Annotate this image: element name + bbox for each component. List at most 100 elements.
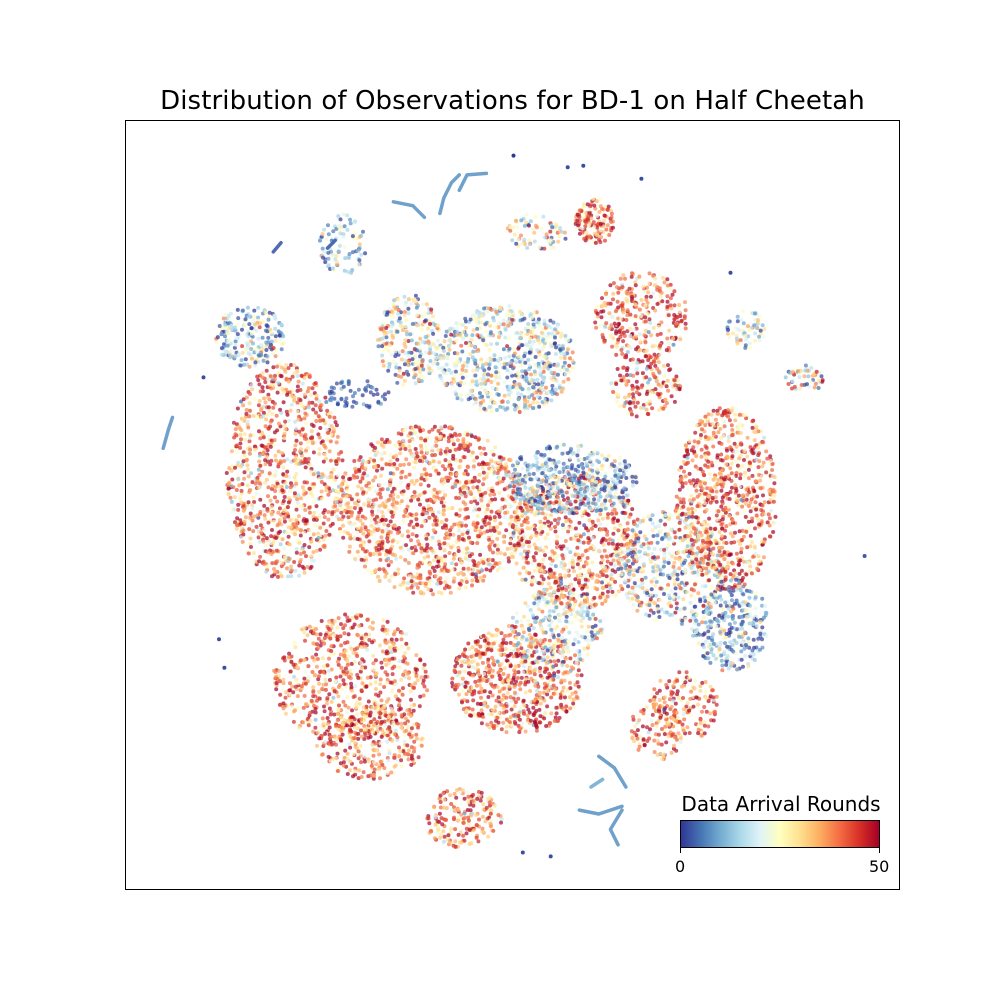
scatter-point (281, 509, 286, 514)
scatter-point (281, 706, 286, 711)
scatter-point (520, 627, 525, 631)
scatter-point (393, 572, 398, 577)
scatter-point (355, 516, 360, 521)
scatter-point (432, 558, 437, 563)
scatter-point (652, 546, 657, 551)
scatter-point (407, 444, 412, 449)
scatter-point (297, 725, 302, 730)
scatter-point (511, 642, 516, 647)
scatter-point (509, 514, 514, 519)
scatter-point (332, 415, 337, 420)
scatter-point (639, 544, 644, 549)
scatter-point (576, 640, 581, 645)
scatter-point (461, 439, 466, 444)
scatter-point (531, 713, 536, 717)
scatter-point (539, 591, 544, 595)
scatter-point (498, 652, 502, 657)
scatter-point (316, 414, 321, 419)
scatter-point (294, 677, 299, 682)
scatter-point (481, 678, 486, 683)
scatter-point (260, 469, 265, 474)
scatter-point (273, 489, 278, 493)
scatter-point (338, 674, 343, 679)
scatter-point (601, 542, 606, 547)
scatter-point (461, 572, 466, 577)
scatter-point (343, 623, 347, 628)
scatter-point (278, 692, 283, 697)
scatter-point (345, 619, 350, 623)
scatter-point (419, 476, 424, 481)
scatter-point (488, 678, 493, 683)
scatter-point (600, 516, 605, 521)
scatter-point (535, 602, 540, 607)
scatter-point (334, 440, 339, 445)
scatter-point (380, 627, 385, 632)
scatter-point (407, 462, 411, 467)
scatter-point (577, 520, 582, 525)
scatter-point (418, 482, 423, 487)
scatter-point (661, 572, 666, 577)
scatter-point (450, 438, 455, 443)
scatter-point (677, 566, 682, 571)
scatter-point (449, 467, 454, 472)
scatter-point (606, 512, 611, 517)
scatter-point (302, 492, 307, 497)
scatter-point (470, 583, 474, 588)
scatter-point (640, 567, 645, 572)
scatter-point (407, 472, 412, 477)
scatter-point (314, 419, 319, 423)
scatter-point (615, 518, 620, 523)
scatter-point (341, 535, 346, 540)
scatter-point (545, 648, 550, 653)
scatter-point (380, 649, 385, 654)
scatter-point (495, 551, 500, 556)
scatter-point (489, 488, 494, 493)
scatter-point (286, 379, 291, 384)
scatter-point (271, 519, 276, 524)
scatter-point (496, 468, 501, 473)
scatter-point (570, 555, 575, 560)
scatter-point (236, 502, 241, 507)
scatter-point (603, 598, 608, 602)
scatter-point (478, 529, 483, 534)
scatter-point (273, 469, 278, 474)
scatter-point (403, 447, 408, 451)
scatter-point (390, 656, 395, 661)
scatter-point (465, 472, 470, 477)
scatter-point (318, 632, 323, 637)
scatter-point (391, 642, 396, 647)
scatter-point (537, 707, 542, 712)
scatter-point (356, 731, 361, 736)
scatter-point (401, 438, 406, 443)
scatter-point (700, 584, 705, 589)
scatter-point (487, 521, 491, 526)
scatter-point (547, 642, 552, 647)
scatter-point (343, 482, 348, 487)
scatter-point (502, 466, 507, 471)
scatter-point (413, 681, 418, 686)
scatter-point (497, 565, 502, 570)
scatter-point (403, 475, 408, 479)
scatter-point (524, 654, 529, 659)
scatter-point (269, 512, 274, 517)
scatter-point (410, 479, 415, 483)
scatter-point (425, 498, 430, 503)
scatter-point (425, 477, 429, 482)
scatter-point (349, 646, 354, 651)
scatter-point (466, 465, 471, 470)
scatter-point (303, 669, 308, 674)
scatter-point (515, 676, 520, 680)
scatter-point (304, 457, 309, 462)
scatter-point (329, 623, 334, 628)
scatter-point (229, 499, 234, 504)
scatter-point (360, 466, 365, 470)
scatter-point (470, 450, 475, 455)
scatter-point (548, 608, 553, 613)
scatter-point (240, 482, 245, 487)
scatter-point (505, 546, 510, 551)
scatter-point (232, 507, 237, 512)
scatter-point (331, 633, 336, 638)
scatter-point (515, 632, 520, 637)
scatter-point (281, 681, 286, 686)
scatter-point (322, 452, 327, 457)
